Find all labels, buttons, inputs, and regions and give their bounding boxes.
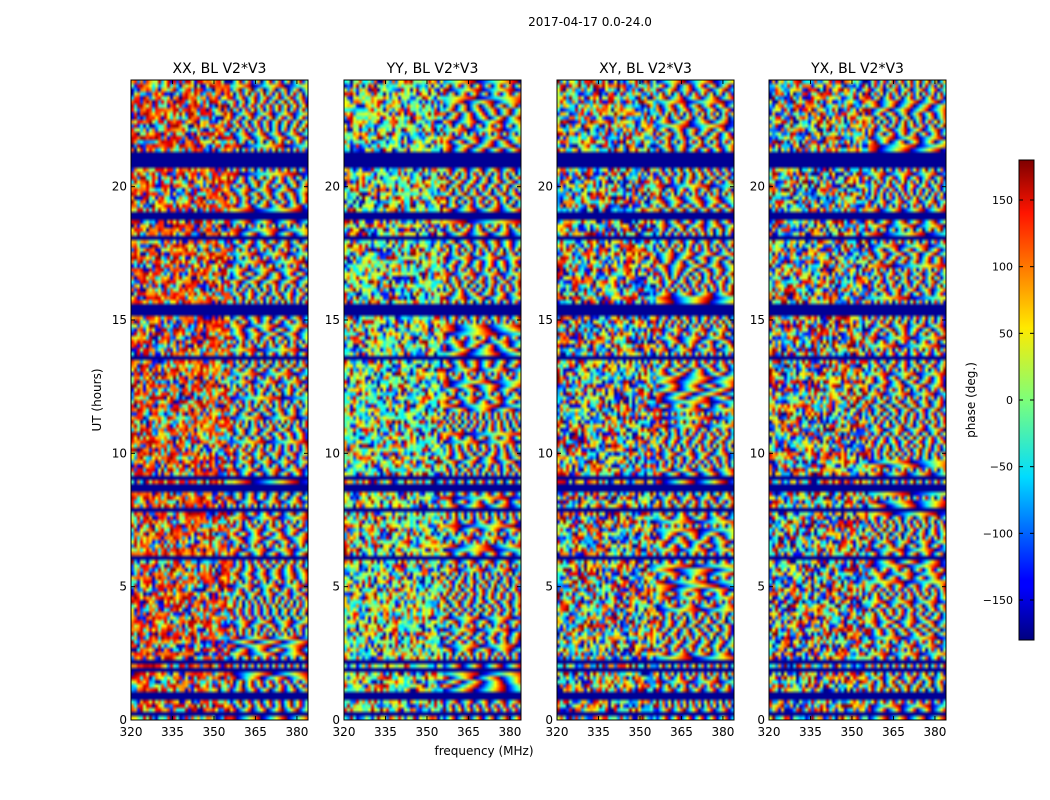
heatmap-image <box>557 80 734 720</box>
y-tick-label: 0 <box>757 713 765 727</box>
panel-3: XY, BL V2*V3 320 335 350 365 380 0 5 10 15 20 <box>538 61 735 739</box>
panel-frame <box>343 79 522 721</box>
y-tick-label: 20 <box>750 180 765 194</box>
y-tick-label: 5 <box>545 580 553 594</box>
x-tick-label: 335 <box>587 725 610 739</box>
colorbar-tick-label: 50 <box>999 327 1013 340</box>
colorbar-tick-label: −100 <box>983 527 1013 540</box>
x-tick-label: 335 <box>161 725 184 739</box>
y-tick-label: 10 <box>112 446 127 460</box>
x-tick-label: 320 <box>546 725 569 739</box>
panel-title: XX, BL V2*V3 <box>173 61 267 77</box>
x-tick-label: 365 <box>670 725 693 739</box>
x-axis-label: frequency (MHz) <box>434 744 533 758</box>
colorbar-label: phase (deg.) <box>964 362 978 438</box>
panel-title: XY, BL V2*V3 <box>599 61 692 77</box>
panel-title: YX, BL V2*V3 <box>810 61 904 77</box>
figure-suptitle: 2017-04-17 0.0-24.0 <box>528 15 652 29</box>
y-tick-label: 5 <box>757 580 765 594</box>
x-tick-label: 380 <box>923 725 946 739</box>
x-tick-label: 320 <box>120 725 143 739</box>
y-tick-label: 20 <box>112 180 127 194</box>
x-tick-label: 320 <box>758 725 781 739</box>
y-tick-label: 15 <box>750 313 765 327</box>
colorbar-tick-label: 150 <box>992 194 1013 207</box>
panel-4: YX, BL V2*V3 320 335 350 365 380 0 5 10 15 20 <box>750 61 947 739</box>
x-tick-label: 365 <box>457 725 480 739</box>
x-tick-label: 350 <box>416 725 439 739</box>
x-tick-label: 365 <box>882 725 905 739</box>
x-tick-label: 365 <box>244 725 267 739</box>
y-tick-label: 5 <box>119 580 127 594</box>
x-tick-label: 380 <box>285 725 308 739</box>
x-tick-label: 350 <box>629 725 652 739</box>
heatmap-image <box>769 80 946 720</box>
x-tick-label: 335 <box>374 725 397 739</box>
panel-1: XX, BL V2*V3 320 335 350 365 380 0 5 10 15 20 <box>112 61 309 739</box>
colorbar-ticks: −150 −100 −50 0 50 100 150 <box>983 194 1034 607</box>
y-tick-label: 15 <box>325 313 340 327</box>
y-tick-label: 0 <box>119 713 127 727</box>
y-tick-label: 10 <box>750 446 765 460</box>
colorbar-tick-label: −150 <box>983 594 1013 607</box>
y-tick-label: 15 <box>112 313 127 327</box>
panel-frame <box>130 79 309 721</box>
x-tick-label: 350 <box>841 725 864 739</box>
x-tick-label: 320 <box>333 725 356 739</box>
x-tick-label: 380 <box>498 725 521 739</box>
colorbar-tick-label: 100 <box>992 261 1013 274</box>
y-axis-label: UT (hours) <box>90 368 104 431</box>
panel-title: YY, BL V2*V3 <box>386 61 479 77</box>
panel-2: YY, BL V2*V3 320 335 350 365 380 0 5 10 15 20 <box>325 61 522 739</box>
y-tick-label: 0 <box>545 713 553 727</box>
phase-colorbar: −150 −100 −50 0 50 100 150 phase (deg.) <box>964 159 1035 641</box>
panel-frame <box>556 79 735 721</box>
x-tick-label: 335 <box>799 725 822 739</box>
heatmap-image <box>131 80 308 720</box>
colorbar-tick-label: −50 <box>990 461 1013 474</box>
panel-frame <box>768 79 947 721</box>
x-tick-label: 350 <box>203 725 226 739</box>
heatmap-image <box>344 80 521 720</box>
y-tick-label: 20 <box>538 180 553 194</box>
y-tick-label: 15 <box>538 313 553 327</box>
colorbar-tick-label: 0 <box>1006 394 1013 407</box>
y-tick-label: 10 <box>538 446 553 460</box>
x-tick-label: 380 <box>711 725 734 739</box>
y-tick-label: 0 <box>332 713 340 727</box>
y-tick-label: 20 <box>325 180 340 194</box>
y-tick-label: 10 <box>325 446 340 460</box>
y-tick-label: 5 <box>332 580 340 594</box>
